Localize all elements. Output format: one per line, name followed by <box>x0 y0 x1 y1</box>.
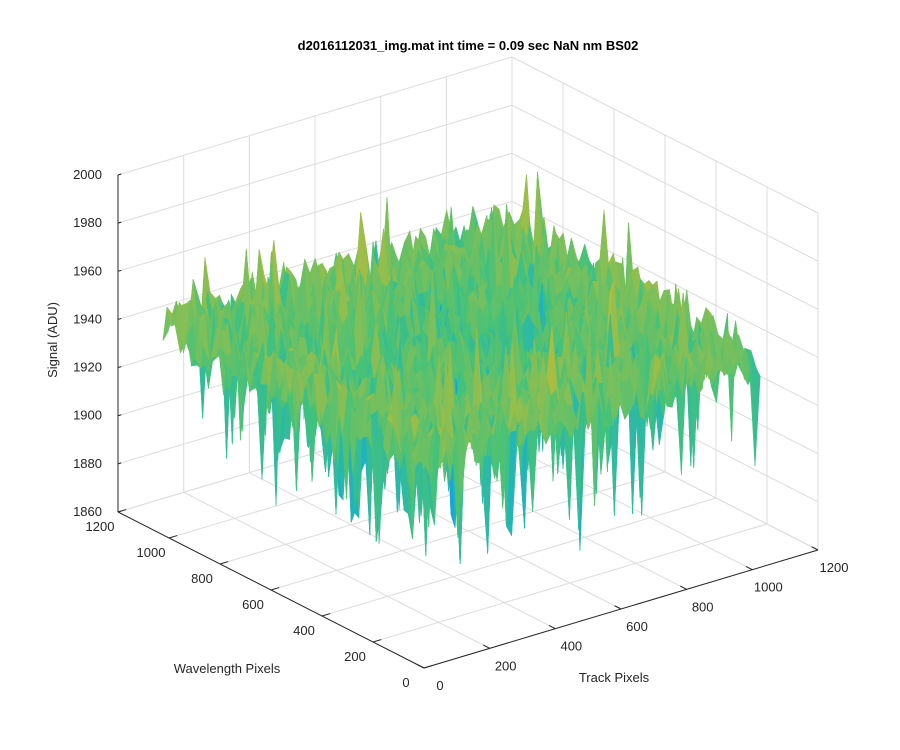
y-tick-mark <box>372 639 382 643</box>
x-tick-mark <box>680 585 687 590</box>
x-tick-mark <box>417 664 425 669</box>
back-wall-z-gridline <box>117 152 513 272</box>
axis-layer <box>117 173 819 669</box>
y-tick-label: 1000 <box>137 545 166 560</box>
x-tick-mark <box>548 624 556 630</box>
x-tick-label: 0 <box>436 678 443 693</box>
z-tick-label: 1900 <box>73 408 102 423</box>
x-tick-label: 800 <box>692 599 714 614</box>
y-tick-mark <box>270 587 280 591</box>
z-tick-mark <box>117 414 122 417</box>
chart-title: d2016112031_img.mat int time = 0.09 sec … <box>298 38 639 53</box>
x-axis-label: Track Pixels <box>579 670 650 685</box>
y-tick-mark <box>168 535 178 539</box>
y-axis-label: Wavelength Pixels <box>174 661 281 676</box>
floor-y-gridline <box>270 471 666 591</box>
back-wall-z-gridline <box>117 56 513 176</box>
z-tick-mark <box>117 462 122 465</box>
y-tick-mark <box>423 665 433 669</box>
z-axis-label: Signal (ADU) <box>45 302 60 378</box>
z-tick-label: 1960 <box>73 263 102 278</box>
x-tick-label: 1200 <box>820 560 849 575</box>
x-tick-label: 200 <box>495 658 517 673</box>
x-tick-label: 600 <box>626 619 648 634</box>
z-tick-label: 1860 <box>73 504 102 519</box>
z-tick-mark <box>117 269 122 272</box>
z-tick-mark <box>117 366 122 369</box>
y-tick-label: 400 <box>293 623 315 638</box>
side-wall-z-gridline <box>511 200 819 358</box>
y-tick-mark <box>321 613 331 617</box>
z-tick-mark <box>117 317 122 320</box>
z-tick-label: 2000 <box>73 167 102 182</box>
side-wall-z-gridline <box>511 152 819 310</box>
y-tick-label: 800 <box>191 571 213 586</box>
y-tick-label: 1200 <box>86 519 115 534</box>
tick-label-layer: 0 200 400 600 800 1000 1200 0 200 400 600 800 1000 12… <box>73 167 848 693</box>
x-tick-label: 400 <box>560 639 582 654</box>
back-wall-z-gridline <box>117 104 513 224</box>
x-tick-mark <box>811 546 819 551</box>
z-tick-mark <box>117 173 122 176</box>
floor-y-gridline <box>219 445 615 565</box>
z-tick-mark <box>117 510 122 513</box>
x-tick-label: 1000 <box>754 580 783 595</box>
y-tick-label: 600 <box>242 597 264 612</box>
surface-layer <box>162 171 761 565</box>
z-tick-label: 1920 <box>73 360 102 375</box>
y-tick-label: 0 <box>402 675 409 690</box>
z-tick-label: 1980 <box>73 215 102 230</box>
side-wall-z-gridline <box>511 104 819 262</box>
x-tick-mark <box>614 605 622 610</box>
side-wall-z-gridline <box>511 56 819 214</box>
floor-y-gridline <box>321 497 717 617</box>
y-tick-mark <box>219 561 229 565</box>
y-tick-label: 200 <box>344 649 366 664</box>
surface-patch <box>419 430 430 475</box>
x-tick-mark <box>483 644 490 649</box>
z-tick-label: 1880 <box>73 456 102 471</box>
z-tick-label: 1940 <box>73 311 102 326</box>
floor-y-gridline <box>372 523 768 643</box>
x-tick-mark <box>745 565 753 571</box>
z-tick-mark <box>117 221 122 224</box>
